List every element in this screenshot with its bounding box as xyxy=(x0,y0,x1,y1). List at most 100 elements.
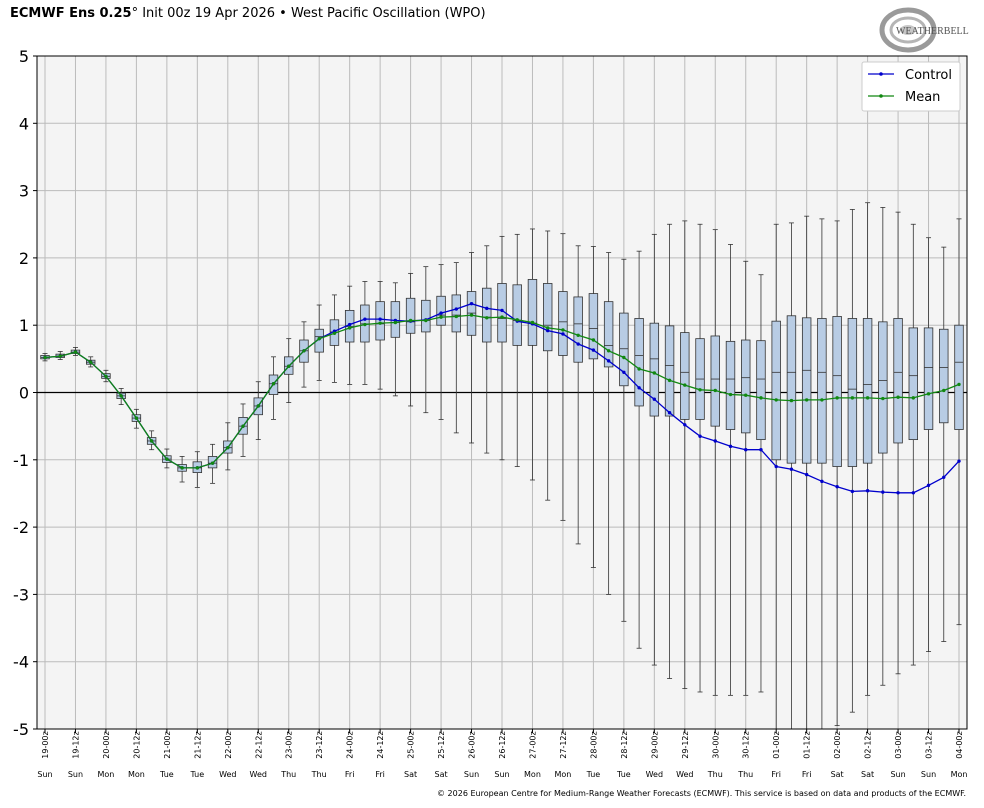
x-tick-label: 01-00z xyxy=(772,731,781,758)
x-day-label: Mon xyxy=(128,770,145,779)
x-day-label: Wed xyxy=(676,770,693,779)
x-day-label: Sat xyxy=(831,770,844,779)
mean-point xyxy=(530,320,535,325)
control-point xyxy=(759,448,763,452)
box xyxy=(801,317,812,464)
box xyxy=(512,284,522,346)
control-point xyxy=(347,322,352,327)
box xyxy=(421,299,431,333)
box-whisker xyxy=(939,246,949,642)
mean-point xyxy=(820,398,824,402)
x-day-label: Sun xyxy=(37,770,52,779)
x-day-label: Thu xyxy=(280,770,296,779)
mean-point xyxy=(485,316,489,320)
box-whisker xyxy=(314,304,324,381)
x-day-label: Sun xyxy=(68,770,83,779)
mean-point xyxy=(408,318,413,323)
y-tick-label: 5 xyxy=(19,47,29,66)
weatherbell-logo-icon: WEATHERBELL xyxy=(879,7,969,53)
control-point xyxy=(957,459,961,463)
control-point xyxy=(500,308,504,313)
control-point xyxy=(728,444,733,449)
box-whisker xyxy=(603,252,614,595)
control-point xyxy=(911,491,915,495)
box-whisker xyxy=(923,237,934,653)
box xyxy=(649,322,660,417)
mean-point xyxy=(561,328,565,332)
control-point xyxy=(926,483,931,488)
mean-point xyxy=(957,382,961,387)
box xyxy=(862,318,873,464)
x-tick-label: 30-12z xyxy=(742,731,751,758)
mean-point xyxy=(576,333,580,337)
x-day-label: Fri xyxy=(802,770,812,779)
x-day-label: Mon xyxy=(524,770,541,779)
x-tick-label: 23-00z xyxy=(285,731,294,758)
control-point xyxy=(606,359,611,363)
x-day-label: Wed xyxy=(646,770,663,779)
x-tick-label: 21-00z xyxy=(163,731,172,758)
box xyxy=(619,312,629,387)
box xyxy=(817,318,827,464)
x-tick-label: 04-00z xyxy=(955,731,964,758)
box-whisker xyxy=(771,223,781,730)
x-tick-label: 01-12z xyxy=(803,731,812,758)
mean-point xyxy=(393,320,398,325)
mean-point xyxy=(149,439,154,443)
y-tick-label: 4 xyxy=(19,114,29,133)
x-day-label: Sat xyxy=(435,770,448,779)
x-day-label: Fri xyxy=(771,770,781,779)
chart-title: ECMWF Ens 0.25° Init 00z 19 Apr 2026 • W… xyxy=(10,6,486,21)
box xyxy=(680,332,690,420)
mean-point xyxy=(881,396,885,401)
box xyxy=(725,340,736,430)
mean-point xyxy=(210,461,215,465)
control-point xyxy=(881,490,885,494)
box-whisker xyxy=(817,218,827,730)
box-whisker xyxy=(725,244,736,696)
box-whisker xyxy=(436,264,446,420)
x-day-label: Fri xyxy=(345,770,355,779)
copyright-notice: © 2026 European Centre for Medium-Range … xyxy=(437,789,966,798)
x-tick-label: 24-00z xyxy=(346,731,355,758)
box xyxy=(436,295,446,326)
x-tick-label: 23-12z xyxy=(315,731,324,758)
y-tick-label: -2 xyxy=(13,518,29,537)
box xyxy=(634,318,644,407)
mean-point xyxy=(363,322,367,327)
box xyxy=(527,279,538,346)
box-whisker xyxy=(954,218,964,626)
mean-point xyxy=(317,336,321,341)
mean-point xyxy=(744,393,748,397)
mean-point xyxy=(606,349,611,353)
x-tick-label: 25-12z xyxy=(437,731,446,758)
control-point xyxy=(439,311,443,315)
x-tick-label: 28-00z xyxy=(589,731,598,758)
x-tick-label: 19-12z xyxy=(71,731,80,758)
control-point xyxy=(667,410,672,415)
mean-point xyxy=(89,360,93,364)
box xyxy=(939,328,949,424)
mean-point xyxy=(58,354,62,358)
x-tick-label: 20-12z xyxy=(132,731,141,758)
box-whisker xyxy=(847,209,858,713)
box-whisker xyxy=(634,250,644,649)
x-day-label: Sat xyxy=(404,770,417,779)
mean-point xyxy=(667,378,672,383)
mean-point xyxy=(302,349,306,353)
x-tick-label: 29-12z xyxy=(681,731,690,758)
mean-point xyxy=(728,392,733,397)
x-tick-label: 03-00z xyxy=(894,731,903,758)
control-point xyxy=(835,485,839,489)
mean-point xyxy=(241,424,245,428)
mean-point xyxy=(942,388,946,393)
x-tick-label: 22-12z xyxy=(254,731,263,758)
box-whisker xyxy=(893,211,903,675)
x-day-label: Sun xyxy=(464,770,479,779)
y-tick-label: 2 xyxy=(19,249,29,268)
legend: Control Mean xyxy=(861,61,961,112)
control-point xyxy=(789,467,794,471)
mean-point xyxy=(43,355,47,360)
box xyxy=(405,297,416,334)
control-point xyxy=(469,301,474,306)
